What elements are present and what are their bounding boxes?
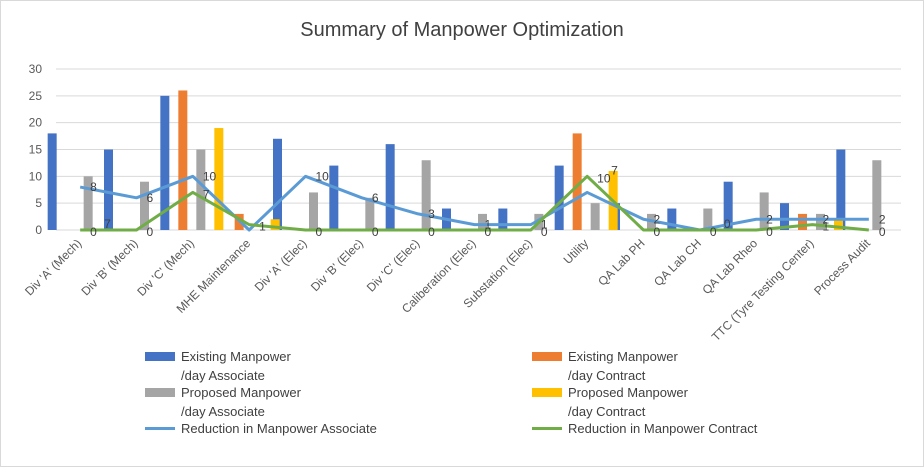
bar [329, 165, 339, 230]
x-tick-label: Div 'C' (Mech) [134, 236, 197, 299]
x-tick-label: QA Lab Rheo [699, 236, 760, 297]
y-tick-label: 15 [29, 143, 43, 157]
bar [178, 90, 188, 230]
bar [572, 133, 582, 230]
y-tick-label: 25 [29, 89, 43, 103]
data-label: 1 [541, 218, 548, 232]
bar [590, 203, 600, 230]
bar [703, 208, 713, 230]
bar [104, 149, 113, 230]
data-label: 7 [611, 163, 618, 177]
y-tick-label: 5 [35, 196, 42, 210]
data-label: 0 [710, 225, 717, 239]
data-label: 0 [147, 225, 154, 239]
bar [309, 192, 318, 230]
data-label: 0 [485, 225, 492, 239]
data-label: 0 [879, 225, 886, 239]
bar [214, 128, 224, 230]
bar [872, 160, 882, 230]
bar [798, 213, 807, 230]
bar [385, 144, 395, 230]
data-label: 0 [654, 225, 661, 239]
bar [554, 165, 564, 230]
data-label: 1 [823, 220, 830, 234]
bar [836, 149, 846, 230]
bar [273, 138, 282, 230]
y-tick-label: 10 [29, 169, 43, 183]
x-tick-label: Div 'C' (Elec) [364, 236, 422, 294]
bar [478, 213, 487, 230]
x-tick-label: TTC (Tyre Testing Center) [709, 236, 817, 344]
x-tick-label: Utility [561, 236, 592, 267]
data-label: 0 [766, 225, 773, 239]
x-tick-label: Div 'A' (Elec) [252, 236, 310, 294]
y-tick-label: 20 [29, 116, 43, 130]
data-label: 0 [372, 225, 379, 239]
data-label: 0 [90, 225, 97, 239]
bar [759, 192, 769, 230]
bar [47, 133, 57, 230]
bar [365, 197, 375, 230]
series-line [79, 174, 869, 232]
bar [498, 208, 508, 230]
bar [834, 219, 843, 230]
x-tick-label: Process Audit [811, 236, 873, 298]
data-label: 10 [597, 171, 611, 185]
data-label: 7 [104, 217, 111, 231]
bar [196, 149, 206, 230]
series-line [80, 174, 869, 232]
chart-title: Summary of Manpower Optimization [300, 19, 624, 41]
data-label: 1 [259, 220, 266, 234]
bar [83, 176, 93, 230]
data-label: 0 [428, 225, 435, 239]
bar [160, 95, 170, 230]
x-tick-label: Div 'B' (Mech) [78, 236, 140, 298]
data-label: 2 [879, 212, 886, 226]
data-label: 7 [203, 187, 210, 201]
data-label: 2 [654, 212, 661, 226]
data-label: 0 [316, 225, 323, 239]
bar [421, 160, 431, 230]
x-tick-label: Div 'B' (Elec) [308, 236, 366, 294]
bar [667, 208, 677, 230]
y-tick-label: 30 [29, 62, 43, 76]
data-label: 10 [203, 169, 217, 183]
bar [140, 181, 149, 230]
data-label: 2 [766, 212, 773, 226]
bar [780, 203, 789, 230]
x-tick-label: QA Lab CH [651, 236, 704, 289]
x-tick-label: Div 'A' (Mech) [22, 236, 84, 298]
bar [816, 213, 825, 230]
data-label: 6 [372, 191, 379, 205]
bar [723, 181, 733, 230]
data-label: 3 [428, 207, 435, 221]
data-label: 10 [316, 169, 330, 183]
data-label: 8 [90, 180, 97, 194]
data-label: 0 [724, 217, 731, 231]
data-label: 0 [541, 225, 548, 239]
data-label: 6 [147, 191, 154, 205]
x-tick-label: QA Lab PH [595, 236, 647, 288]
data-label: 2 [823, 212, 830, 226]
bar [270, 219, 280, 230]
data-label: 1 [485, 218, 492, 232]
y-tick-label: 0 [35, 223, 42, 237]
